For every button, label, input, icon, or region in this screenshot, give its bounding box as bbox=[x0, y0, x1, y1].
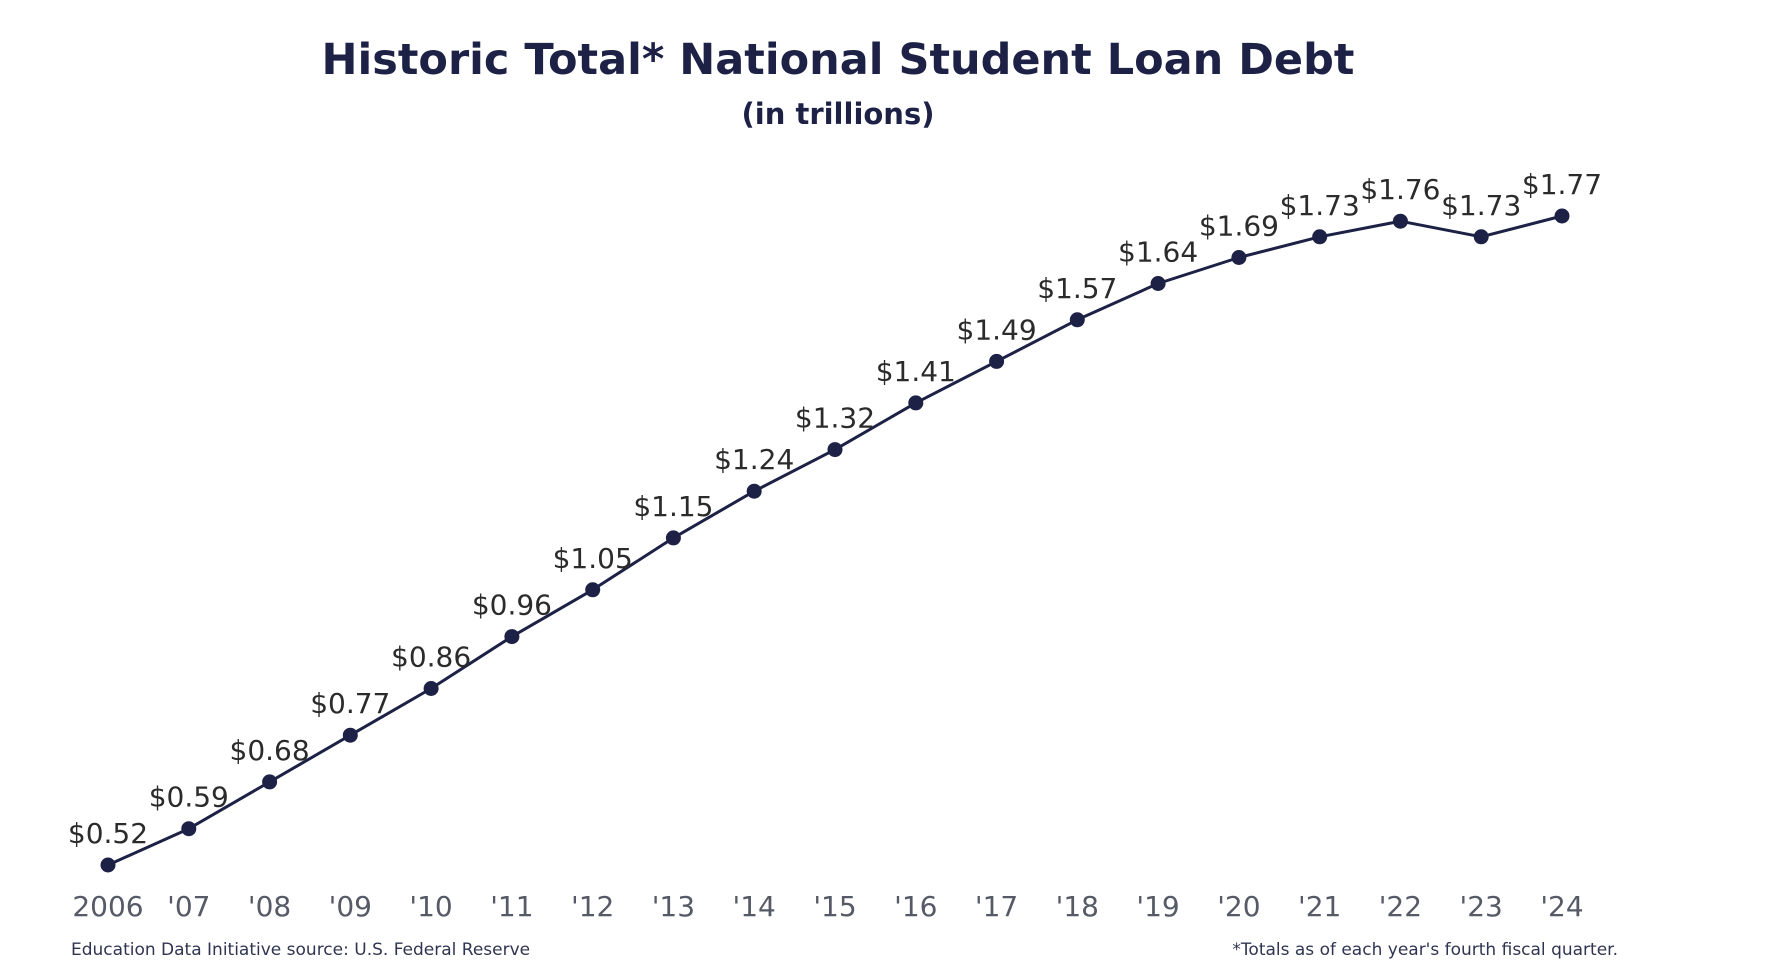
data-label-layer: $0.52$0.59$0.68$0.77$0.86$0.96$1.05$1.15… bbox=[68, 168, 1602, 850]
data-point-layer bbox=[100, 208, 1570, 873]
data-point bbox=[342, 727, 358, 743]
data-point bbox=[585, 582, 601, 598]
footnote-totals: *Totals as of each year's fourth fiscal … bbox=[1232, 940, 1618, 960]
data-point bbox=[423, 681, 439, 696]
x-tick-label: '14 bbox=[733, 890, 776, 923]
data-label: $0.68 bbox=[230, 734, 310, 767]
data-label: $1.76 bbox=[1360, 173, 1440, 206]
data-point bbox=[1069, 312, 1085, 328]
data-label: $0.52 bbox=[68, 817, 148, 850]
x-tick-label: 2006 bbox=[72, 890, 143, 923]
data-point bbox=[989, 353, 1005, 369]
x-tick-label: '11 bbox=[490, 890, 533, 923]
data-point bbox=[1231, 250, 1247, 265]
x-tick-label: '24 bbox=[1540, 890, 1583, 923]
x-tick-label: '07 bbox=[167, 890, 210, 923]
data-point bbox=[1554, 208, 1570, 224]
data-point bbox=[908, 395, 924, 411]
source-note: Education Data Initiative source: U.S. F… bbox=[71, 940, 530, 960]
series-line-layer bbox=[107, 214, 1563, 867]
x-tick-label: '20 bbox=[1217, 890, 1260, 923]
data-label: $1.05 bbox=[553, 542, 633, 575]
data-label: $1.57 bbox=[1037, 272, 1117, 305]
x-tick-label: '23 bbox=[1460, 890, 1503, 923]
data-point bbox=[1473, 229, 1489, 245]
x-tick-label: '22 bbox=[1379, 890, 1422, 923]
data-label: $1.41 bbox=[876, 355, 956, 388]
x-tick-label: '19 bbox=[1136, 890, 1179, 923]
data-point bbox=[100, 857, 116, 873]
data-point bbox=[827, 442, 843, 458]
data-point bbox=[1150, 276, 1166, 291]
data-label: $1.24 bbox=[714, 443, 794, 476]
x-axis-tick-labels: 2006 '07 '08 '09 '10 '11 '12 '13 '14 '15 '16 '17 '18… bbox=[72, 890, 1583, 923]
data-label: $0.86 bbox=[391, 641, 471, 674]
data-label: $0.96 bbox=[472, 589, 552, 622]
data-point bbox=[1312, 229, 1328, 245]
data-label: $1.73 bbox=[1441, 189, 1521, 222]
x-tick-label: '18 bbox=[1056, 890, 1099, 923]
x-tick-label: '17 bbox=[975, 890, 1018, 923]
data-label: $1.32 bbox=[795, 402, 875, 435]
x-tick-label: '08 bbox=[248, 890, 291, 923]
data-label: $1.73 bbox=[1280, 189, 1360, 222]
x-tick-label: '16 bbox=[894, 890, 937, 923]
data-label: $1.77 bbox=[1522, 168, 1602, 201]
data-point bbox=[262, 774, 278, 790]
data-point bbox=[1392, 213, 1408, 229]
data-point bbox=[665, 530, 681, 546]
x-tick-label: '15 bbox=[813, 890, 856, 923]
data-label: $1.69 bbox=[1199, 210, 1279, 243]
data-point bbox=[504, 629, 520, 645]
x-tick-label: '12 bbox=[571, 890, 614, 923]
chart-title: Historic Total* National Student Loan De… bbox=[322, 35, 1355, 85]
data-label: $0.77 bbox=[310, 687, 390, 720]
data-label: $1.64 bbox=[1118, 236, 1198, 269]
x-tick-label: '09 bbox=[329, 890, 372, 923]
data-label: $0.59 bbox=[149, 781, 229, 814]
x-tick-label: '21 bbox=[1298, 890, 1341, 923]
data-label: $1.15 bbox=[633, 490, 713, 523]
data-point bbox=[181, 821, 197, 837]
x-tick-label: '13 bbox=[652, 890, 695, 923]
chart-subtitle: (in trillions) bbox=[742, 97, 935, 131]
data-label: $1.49 bbox=[957, 313, 1037, 346]
x-tick-label: '10 bbox=[409, 890, 452, 923]
data-point bbox=[746, 483, 762, 499]
series-line bbox=[107, 214, 1563, 867]
